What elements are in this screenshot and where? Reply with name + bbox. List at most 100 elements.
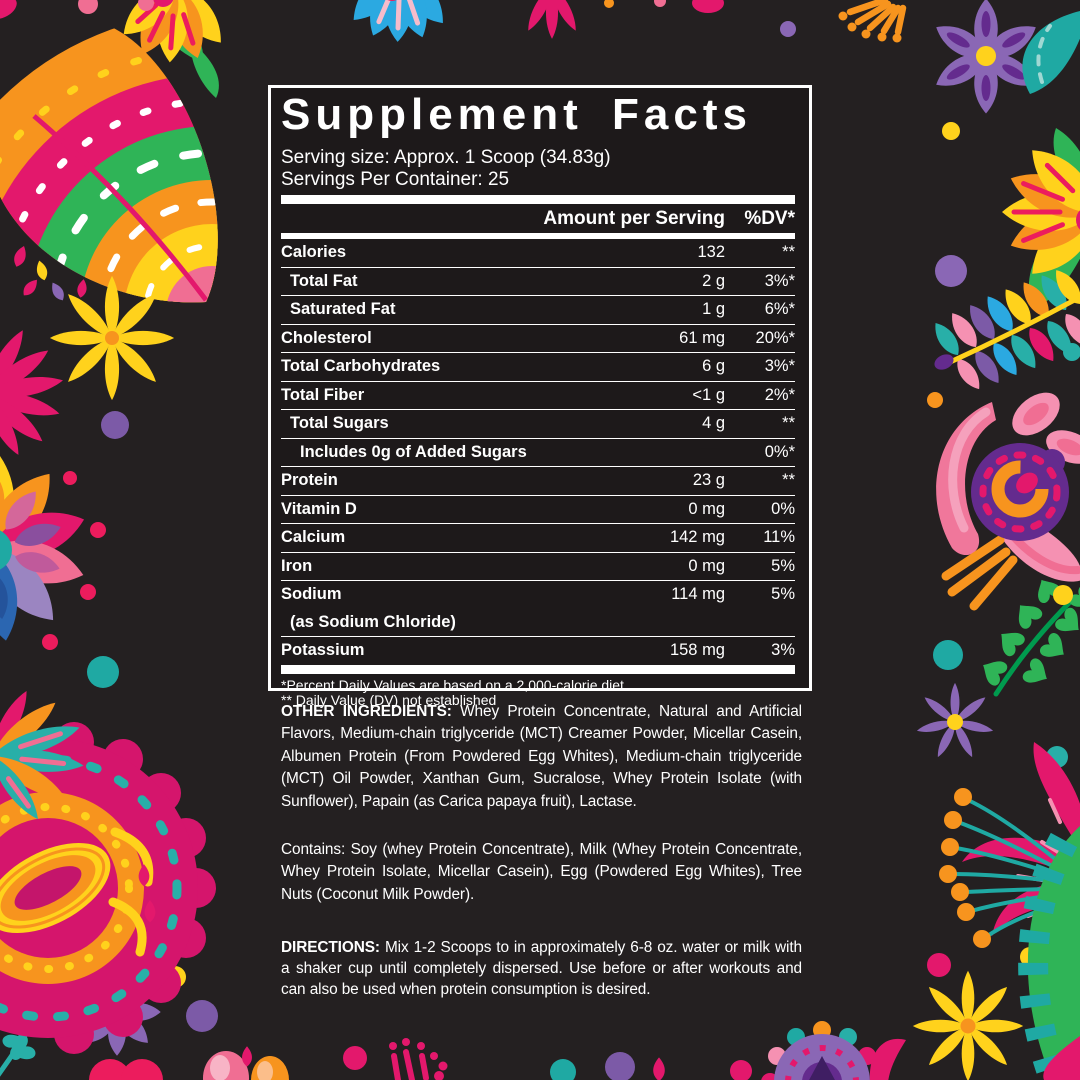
nf-label: Calcium (281, 528, 346, 547)
nf-dv: ** (782, 414, 795, 433)
nf-dv: ** (782, 243, 795, 262)
marigold-right-flower (1002, 128, 1080, 310)
nf-dv: 0% (771, 499, 795, 518)
nf-dv: 5% (771, 585, 795, 604)
nutrition-row-total-fat: Total Fat 2 g 3%* (281, 266, 795, 296)
purple-daisy (915, 682, 995, 760)
scalloped-eye-flower (0, 722, 216, 1054)
pink-dot (927, 953, 951, 977)
medium-divider (281, 233, 795, 239)
flower-buds (203, 1046, 289, 1080)
nf-label: Calories (281, 243, 347, 262)
directions-text: Mix 1-2 Scoops to in approximately 6-8 o… (281, 939, 802, 998)
pink-ornament-flower (936, 392, 1080, 611)
other-ingredients-label: OTHER INGREDIENTS: (281, 703, 452, 720)
footnote-line: *Percent Daily Values are based on a 2,0… (281, 676, 624, 693)
footnotes: *Percent Daily Values are based on a 2,0… (281, 676, 795, 709)
supplement-facts-panel: Supplement Facts Serving size: Approx. 1… (268, 85, 812, 708)
nf-label: Saturated Fat (290, 300, 396, 319)
nf-label: Includes 0g of Added Sugars (300, 442, 527, 461)
other-ingredients-paragraph: OTHER INGREDIENTS: Whey Protein Concentr… (281, 701, 802, 813)
nf-label: Cholesterol (281, 328, 372, 347)
dv-header: %DV* (744, 207, 795, 229)
pink-spiky-flower (0, 326, 65, 459)
contains-text: Contains: Soy (whey Protein Concentrate)… (281, 841, 802, 903)
panel-title: Supplement Facts (281, 90, 752, 139)
teal-leaf (1022, 11, 1080, 94)
table-header-row: Amount per Serving %DV* (281, 204, 795, 233)
purple-dot (935, 255, 967, 287)
nutrition-row-protein: Protein 23 g ** (281, 466, 795, 495)
teal-orange-spray (0, 687, 85, 825)
nf-amount: 4 g (702, 414, 725, 433)
nf-amount: 132 (697, 243, 725, 262)
nf-label: Total Fat (290, 271, 358, 290)
directions-label: DIRECTIONS: (281, 939, 380, 956)
pink-horn (869, 1038, 906, 1080)
pink-dot-spray (389, 1038, 448, 1080)
nf-amount: 2 g (702, 271, 725, 290)
green-fern (976, 573, 1080, 697)
multicolor-half-daisy (0, 452, 119, 688)
green-striped-crescent (1018, 826, 1080, 1080)
serving-size: Serving size: Approx. 1 Scoop (34.83g) (281, 147, 611, 168)
other-ingredients-text: Whey Protein Concentrate, Natural and Ar… (281, 703, 802, 810)
nf-amount: 1 g (702, 300, 725, 319)
nf-amount: 6 g (702, 357, 725, 376)
top-confetti-dots (0, 0, 796, 37)
nutrition-row-vitamin-d: Vitamin D 0 mg 0% (281, 494, 795, 524)
nf-dv: 0%* (764, 442, 795, 461)
nf-amount: <1 g (692, 385, 725, 404)
yellow-dot (942, 122, 960, 140)
yellow-star-flower-left (49, 275, 175, 401)
nf-dv: 2%* (764, 385, 795, 404)
contains-paragraph: Contains: Soy (whey Protein Concentrate)… (281, 839, 802, 906)
thick-divider-top (281, 195, 795, 204)
magenta-corner-wedge (1043, 1036, 1080, 1080)
purple-crest-fan (761, 1021, 876, 1080)
nf-amount: 114 mg (671, 585, 725, 604)
yellow-dot (1053, 585, 1073, 605)
yellow-star-flower (912, 970, 1024, 1080)
orange-dot-spray (838, 0, 907, 43)
nf-label: Total Carbohydrates (281, 357, 441, 376)
nf-dv: 5% (771, 556, 795, 575)
nutrition-row-calories: Calories 132 ** (281, 239, 795, 267)
nutrition-row-includes-0g-of-added-sugars: Includes 0g of Added Sugars 0%* (281, 437, 795, 467)
nf-label: Total Sugars (290, 414, 389, 433)
nf-amount: 61 mg (679, 328, 725, 347)
nutrition-row-sodium: Sodium 114 mg 5% (281, 580, 795, 609)
nf-dv: 3%* (764, 357, 795, 376)
footnote-line: ** Daily Value (DV) not established (281, 692, 497, 708)
thick-divider-bottom (281, 664, 795, 674)
rainbow-fern (929, 265, 1080, 394)
nf-dv: 11% (763, 528, 795, 547)
nf-amount: 142 mg (669, 528, 725, 547)
nf-dv: ** (782, 471, 795, 490)
nf-amount: 0 mg (688, 556, 725, 575)
nf-label: Vitamin D (281, 499, 357, 518)
nutrition-row-calcium: Calcium 142 mg 11% (281, 523, 795, 552)
bottom-confetti-dots (343, 1046, 752, 1080)
nutrition-row-potassium: Potassium 158 mg 3% (281, 636, 795, 665)
purple-flower-top-right (930, 0, 1042, 114)
amount-header: Amount per Serving (543, 207, 725, 229)
nf-dv: 6%* (764, 300, 795, 319)
nf-label: Protein (281, 471, 338, 490)
nf-dv: 20%* (755, 328, 795, 347)
nf-amount: 23 g (692, 471, 725, 490)
teal-dot (933, 640, 963, 670)
nf-label: Iron (281, 556, 313, 575)
red-tulip (89, 1059, 163, 1080)
nf-amount: 0 mg (688, 499, 725, 518)
nutrition-row-total-carbohydrates: Total Carbohydrates 6 g 3%* (281, 352, 795, 381)
nf-label: Total Fiber (281, 385, 365, 404)
nutrition-subrow: (as Sodium Chloride) (290, 612, 456, 631)
orange-dot (927, 392, 943, 408)
nutrition-table: Calories 132 ** Total Fat 2 g 3%* Saturated Fa… (281, 239, 795, 665)
nf-dv: 3% (771, 641, 795, 660)
nf-amount: 158 mg (669, 641, 725, 660)
servings-per-container: Servings Per Container: 25 (281, 168, 510, 190)
nutrition-row-total-sugars: Total Sugars 4 g ** (281, 409, 795, 438)
nf-label: Sodium (281, 585, 342, 604)
